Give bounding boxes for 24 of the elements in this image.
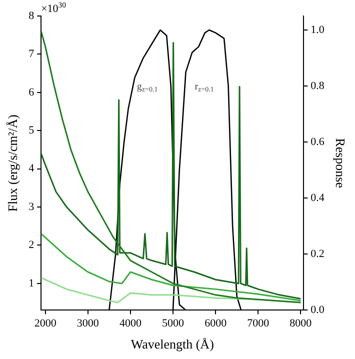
y-tick-label: 3 [28,200,35,213]
y2-tick-label: 0.8 [310,80,325,92]
y-tick-label: 5 [28,124,35,137]
y-tick-label: 1 [28,277,34,290]
y-axis-title: Flux (erg/s/cm²/Å) [5,114,20,212]
y2-axis-title: Response [332,138,348,188]
x-tick-label: 8000 [290,318,312,330]
y2-tick-label: 0.6 [310,136,325,148]
y2-tick-label: 1.0 [310,24,325,36]
x-tick-label: 6000 [204,318,228,330]
y2-tick-label: 0.2 [310,248,324,260]
y-tick-label: 8 [28,10,35,22]
x-tick-label: 2000 [34,318,57,330]
y-tick-label: 7 [28,48,35,60]
y-tick-label: 6 [28,86,35,98]
x-tick-label: 4000 [119,318,142,330]
y2-tick-label: 0.4 [310,192,325,204]
x-tick-label: 7000 [247,318,270,330]
y2-tick-label: 0.0 [310,304,325,316]
x-tick-label: 3000 [76,318,100,330]
x-axis-title: Wavelength (Å) [130,336,214,352]
y-tick-label: 2 [28,239,34,252]
y-tick-label: 4 [28,162,35,175]
x-tick-label: 5000 [162,318,185,330]
